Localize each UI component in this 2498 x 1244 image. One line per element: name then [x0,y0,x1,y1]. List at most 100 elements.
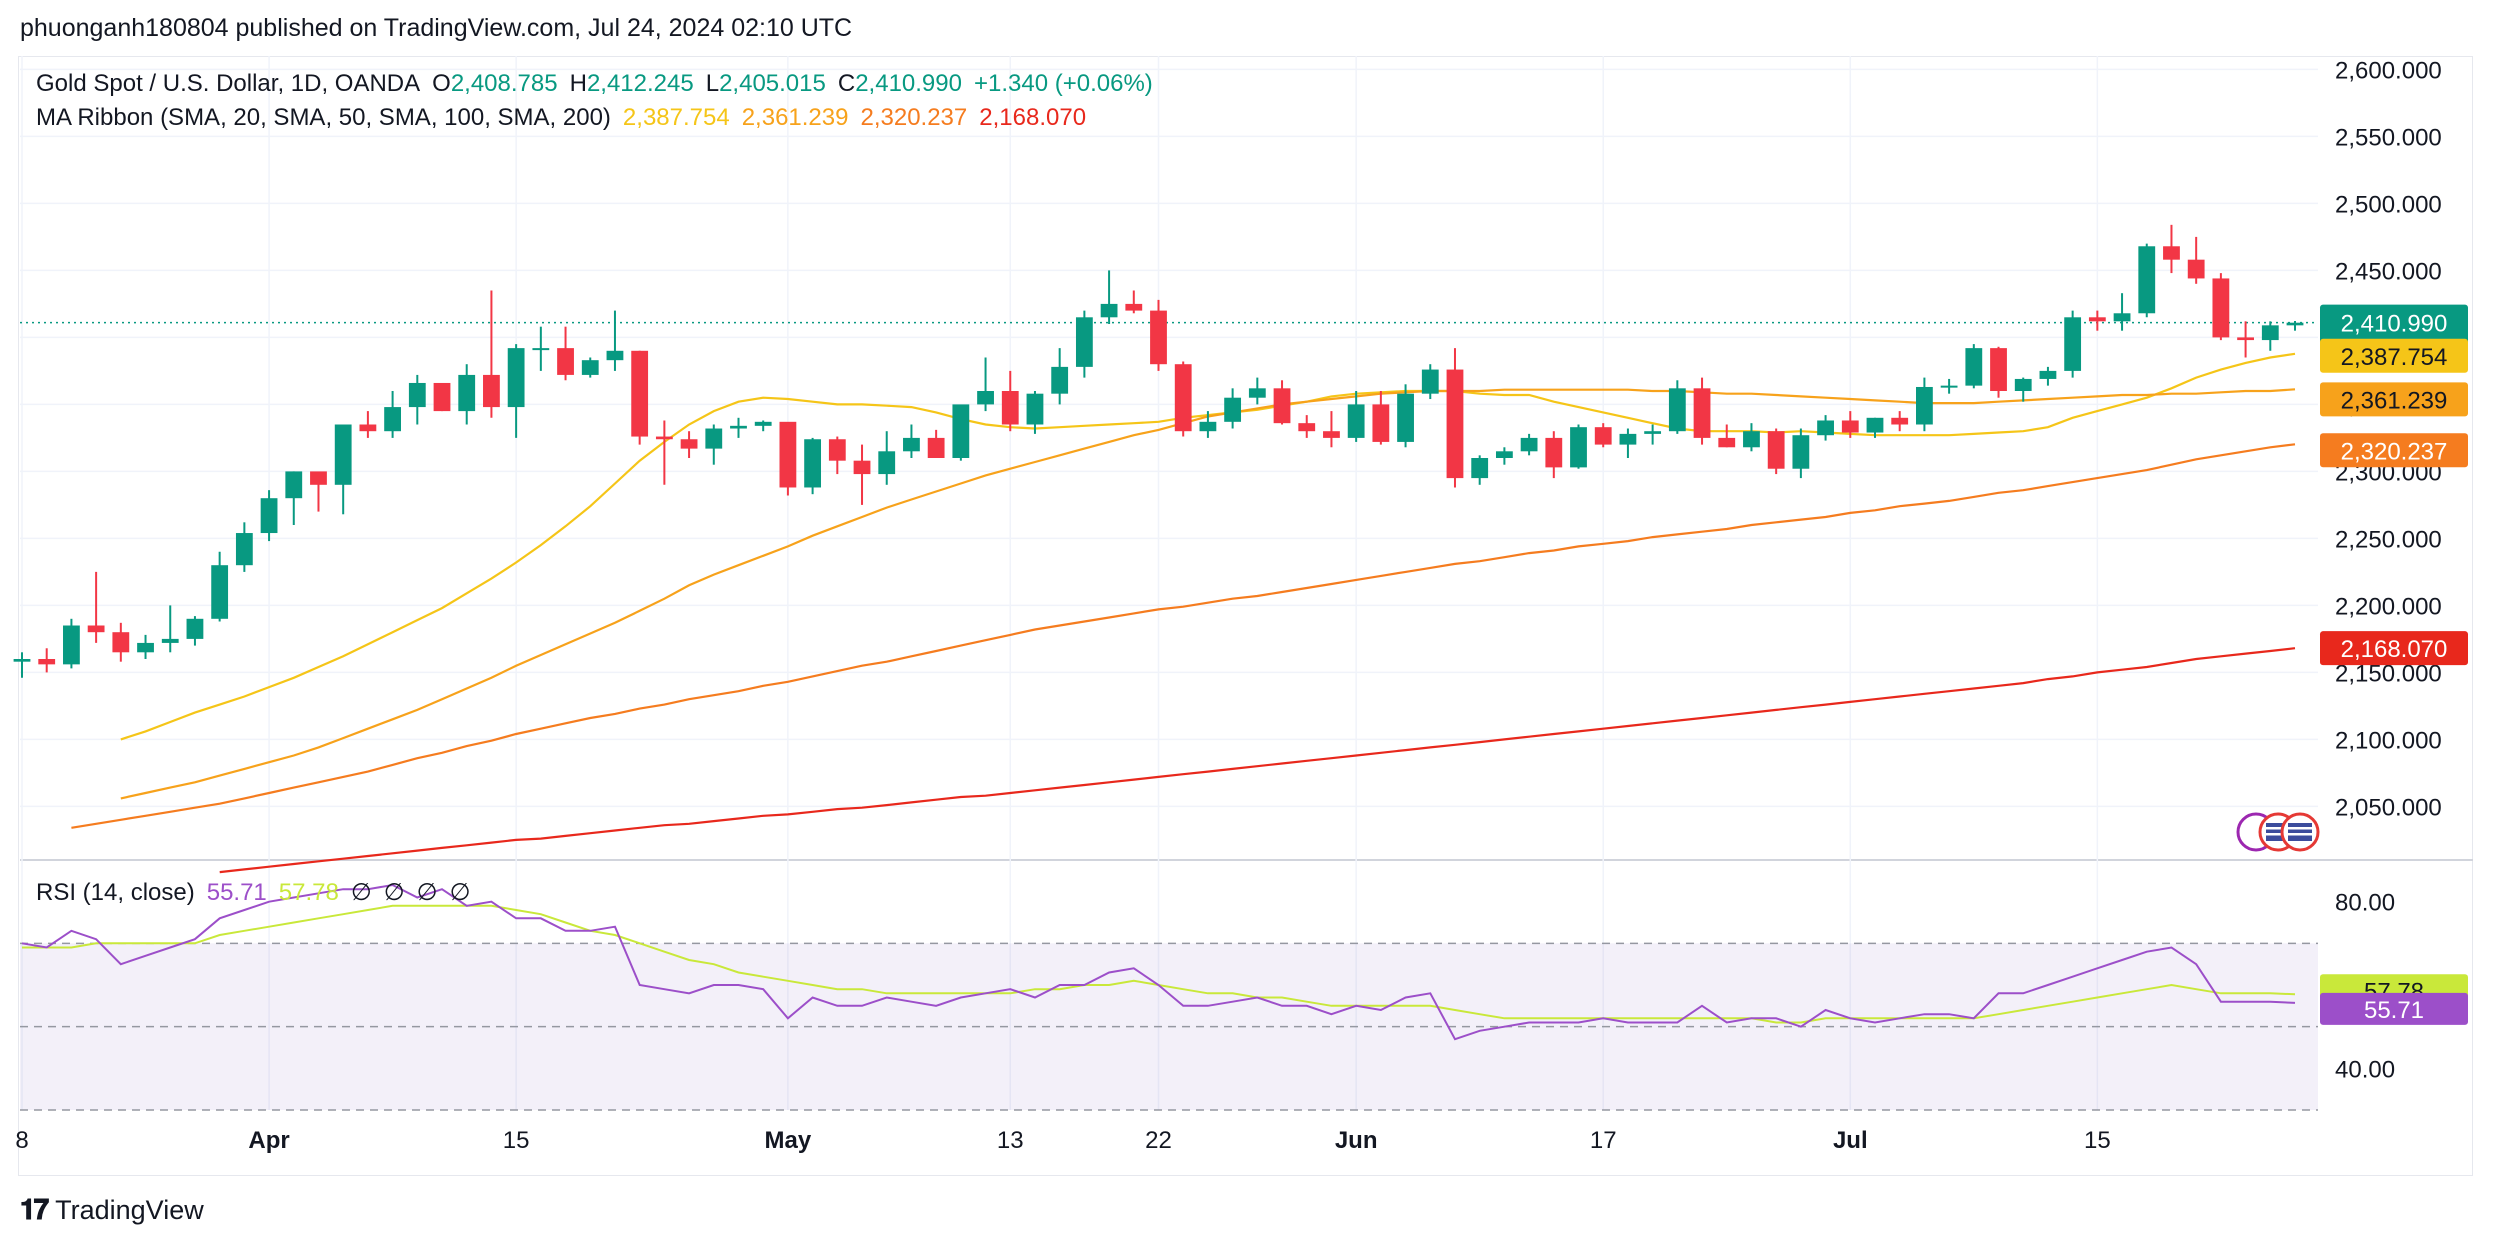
candle-body [161,638,179,643]
candle-body [1594,427,1612,445]
rsi-title[interactable]: RSI (14, close) [36,879,195,906]
rsi-line-rsi [21,883,2296,1041]
candle-body [2212,278,2230,338]
candle-body [631,350,649,437]
open-label: O [432,70,451,97]
candle-body [1026,393,1044,425]
y-tick-label: 2,050.000 [2335,794,2442,821]
candle-body [13,659,31,662]
ma-price-tag-4: 2,168.070 [2320,631,2468,666]
x-tick-label: 15 [2084,1127,2111,1154]
candle-body [1372,404,1390,442]
candle-body [2064,317,2082,371]
candle-body [1347,404,1365,438]
rsi-tag: 55.71 [2320,992,2468,1025]
candle-body [1075,317,1093,367]
candle-body [63,625,80,665]
ma-price-tag-4-text: 2,168.070 [2341,636,2448,663]
change-value: +1.340 (+0.06%) [973,70,1153,97]
ma-ribbon-title[interactable]: MA Ribbon (SMA, 20, SMA, 50, SMA, 100, S… [36,104,611,131]
tradingview-brand[interactable]: 𝟏𝟕 TradingView [20,1194,204,1227]
candle-body [878,451,896,475]
high-label: H [569,70,587,97]
symbol-title[interactable]: Gold Spot / U.S. Dollar, 1D, OANDA [36,70,421,97]
candle-body [2014,378,2032,391]
rsi-legend: RSI (14, close) 55.71 57.78 ∅ ∅ ∅ ∅ [36,878,482,907]
candle-body [359,424,377,432]
candle-body [1965,348,1983,386]
rsi-extra-1: ∅ [350,879,372,906]
candle-body [927,437,945,458]
candle-body [1150,310,1167,365]
y-tick-label: 2,500.000 [2335,191,2442,218]
open-value: 2,408.785 [450,70,558,97]
event-flags-icon[interactable] [2236,810,2322,854]
chart-frame [18,56,2473,1176]
candle-body [1248,388,1266,398]
ma200-value: 2,168.070 [979,104,1087,131]
candle-body [1767,431,1785,469]
y-tick-label: 2,550.000 [2335,124,2442,151]
high-value: 2,412.245 [586,70,694,97]
candle-body [828,439,846,461]
candle-body [334,424,352,485]
candle-body [557,348,574,375]
candle-body [2187,259,2205,279]
ma-price-tag-3-bg [2320,433,2468,468]
candle-body [1100,303,1118,318]
candle-body [1545,437,1563,468]
candle-body [1891,417,1909,425]
candle-body [804,439,822,488]
candle-body [2261,325,2279,341]
candle-body [1446,369,1464,479]
tradingview-logo-icon: 𝟏𝟕 [20,1194,49,1225]
candle-body [285,471,303,499]
candle-body [779,421,797,488]
publish-header: phuonganh180804 published on TradingView… [20,14,853,42]
candle-body [1668,388,1686,432]
candle-body [680,439,698,449]
ma50-value: 2,361.239 [741,104,849,131]
candle-body [1421,369,1439,394]
candle-body [730,425,747,429]
ma-price-tag-4-bg [2320,631,2468,666]
y-tick-label: 2,450.000 [2335,258,2442,285]
x-tick-label: May [765,1127,812,1154]
candle-body [1051,366,1069,394]
ma-price-tag-3-text: 2,320.237 [2341,438,2448,465]
candle-body [1940,385,1958,388]
candle-body [2286,322,2304,326]
candle-body [507,348,525,408]
y-tick-label: 2,200.000 [2335,593,2442,620]
candle-body [1174,364,1192,432]
candle-body [1866,417,1884,433]
y-tick-label: 2,100.000 [2335,727,2442,754]
price-tags: 2,410.99018:49:242,387.7542,361.2392,320… [2320,304,2468,1025]
candle-body [1298,423,1316,432]
candle-body [655,436,673,440]
candle-body [903,437,920,452]
rsi-extra-2: ∅ [383,879,405,906]
candle-body [1471,458,1489,479]
candle-body [186,618,204,639]
candlestick-series [13,224,2304,678]
brand-name: TradingView [55,1195,204,1225]
grid-lines [20,56,2473,1110]
candle-body [235,533,253,566]
ma-price-tag-2-bg [2320,382,2468,417]
candle-body [2138,246,2156,314]
candle-body [532,348,550,351]
rsi-tag-bg [2320,992,2468,1025]
candle-body [211,565,229,619]
candle-body [408,382,426,408]
candle-body [260,498,278,534]
candle-body [433,382,451,412]
x-tick-label: Jun [1335,1127,1378,1154]
candle-body [1570,427,1587,468]
ma-price-tag-1: 2,387.754 [2320,338,2468,373]
rsi-y-tick-label: 80.00 [2335,890,2395,917]
ma20-value: 2,387.754 [622,104,730,131]
candle-body [1199,421,1217,432]
candle-body [1224,397,1242,422]
